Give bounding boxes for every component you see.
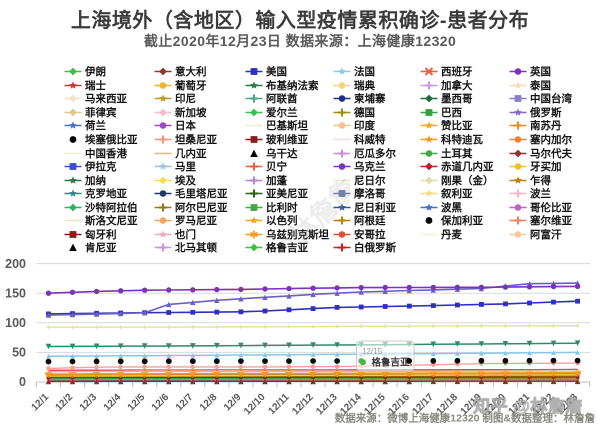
svg-text:12/11: 12/11 [267, 392, 292, 417]
svg-text:12/1: 12/1 [30, 392, 52, 414]
svg-text:100: 100 [5, 316, 26, 330]
svg-text:12/10: 12/10 [242, 392, 268, 418]
svg-text:0: 0 [19, 375, 26, 389]
svg-text:12/15: 12/15 [362, 347, 383, 356]
svg-text:50: 50 [12, 346, 26, 360]
svg-text:12/4: 12/4 [102, 392, 124, 414]
svg-text:12/5: 12/5 [126, 392, 148, 414]
svg-text:200: 200 [5, 257, 26, 271]
svg-text:12/9: 12/9 [222, 392, 244, 414]
svg-text:12/6: 12/6 [150, 392, 172, 414]
svg-text:12/12: 12/12 [290, 392, 316, 418]
svg-text:数据来源：微博上海健康12320 制图&数据整理：林詹詹: 数据来源：微博上海健康12320 制图&数据整理：林詹詹 [334, 412, 596, 425]
svg-text:12/3: 12/3 [78, 392, 100, 414]
svg-text:格鲁吉亚:: 格鲁吉亚: [372, 357, 413, 369]
svg-text:12/2: 12/2 [54, 392, 76, 414]
svg-text:150: 150 [5, 286, 26, 300]
svg-text:12/8: 12/8 [198, 392, 220, 414]
svg-text:12/7: 12/7 [174, 392, 196, 414]
